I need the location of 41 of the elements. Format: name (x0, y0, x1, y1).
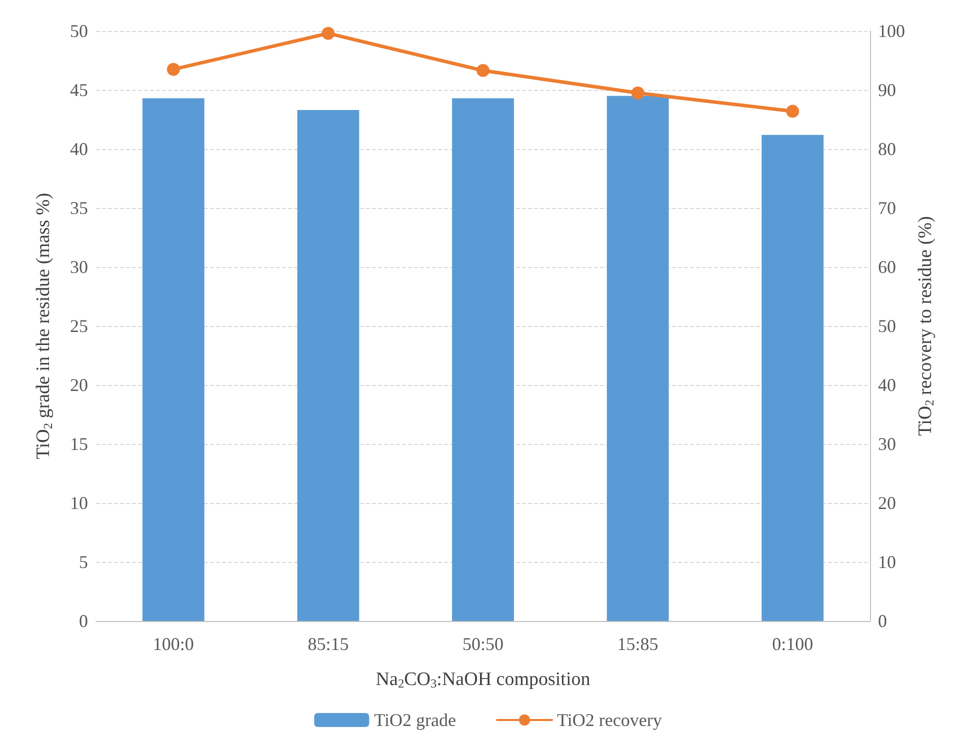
y2-tick-label: 90 (878, 80, 896, 100)
y2-tick-label: 100 (878, 21, 905, 41)
bar (452, 98, 514, 621)
x-tick-label: 0:100 (772, 634, 814, 654)
point (786, 104, 800, 118)
point (476, 64, 490, 78)
y-axis-title: TiO2 grade in the residue (mass %) (33, 192, 55, 460)
y2-tick-label: 0 (878, 611, 887, 631)
point (322, 26, 335, 40)
legend-label: TiO2 recovery (557, 710, 662, 730)
y-tick-label: 10 (70, 493, 88, 513)
y2-tick-label: 40 (878, 375, 896, 395)
y-tick-label: 45 (70, 80, 88, 100)
bar (297, 110, 360, 621)
y2-axis-title: TiO2 recovery to residue (%) (914, 216, 937, 436)
y-tick-label: 35 (70, 198, 88, 218)
bar (142, 98, 204, 621)
y-tick-label: 50 (70, 21, 88, 41)
x-tick-label: 100:0 (152, 634, 194, 654)
y2-tick-label: 70 (878, 198, 896, 218)
y-tick-label: 5 (79, 552, 88, 572)
y2-tick-label: 20 (878, 493, 896, 513)
point (631, 86, 644, 100)
y2-tick-label: 10 (878, 552, 896, 572)
x-tick-label: 15:85 (617, 634, 658, 654)
x-tick-label: 85:15 (308, 634, 349, 654)
y-tick-label: 25 (70, 316, 88, 336)
y-tick-label: 40 (70, 139, 88, 159)
y-tick-label: 20 (70, 375, 88, 395)
point (166, 62, 180, 76)
x-tick-label: 50:50 (462, 634, 504, 654)
y2-tick-label: 80 (878, 139, 896, 159)
bar (762, 134, 824, 621)
y-tick-label: 0 (79, 611, 88, 631)
y2-tick-label: 60 (878, 257, 896, 277)
legend-label: TiO2 grade (374, 710, 456, 730)
y2-tick-label: 30 (878, 434, 896, 454)
y2-tick-label: 50 (878, 316, 896, 336)
y-tick-label: 15 (70, 434, 88, 454)
bar (606, 96, 669, 621)
y-tick-label: 30 (70, 257, 88, 277)
